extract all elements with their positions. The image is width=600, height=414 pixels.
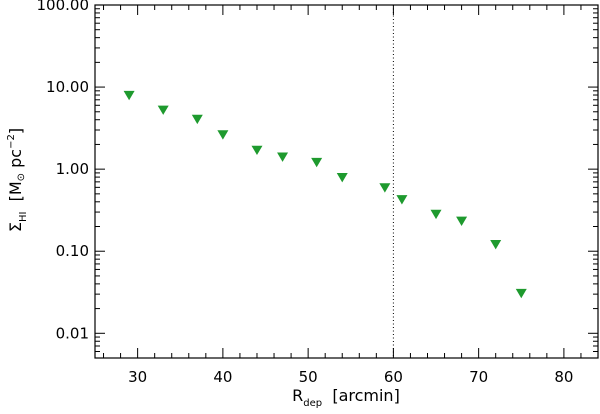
x-tick-label: 30 bbox=[128, 368, 147, 386]
y-tick-label: 100.00 bbox=[37, 0, 90, 14]
data-point bbox=[311, 157, 323, 168]
data-point bbox=[430, 209, 442, 220]
data-point bbox=[277, 152, 289, 162]
data-point bbox=[490, 240, 502, 250]
x-tick-label: 70 bbox=[469, 368, 488, 386]
data-point bbox=[191, 114, 203, 125]
data-point bbox=[157, 105, 169, 115]
plot-frame bbox=[94, 4, 599, 359]
x-tick-label: 50 bbox=[299, 368, 318, 386]
y-tick-label: 0.10 bbox=[56, 242, 89, 260]
data-point bbox=[336, 172, 348, 183]
data-point bbox=[123, 90, 135, 101]
y-tick-label: 10.00 bbox=[46, 78, 89, 96]
data-point bbox=[515, 288, 527, 299]
data-point bbox=[217, 130, 229, 140]
data-point bbox=[379, 183, 391, 193]
x-tick-label: 80 bbox=[554, 368, 573, 386]
y-tick-label: 1.00 bbox=[56, 160, 89, 178]
data-point bbox=[456, 216, 468, 226]
data-point bbox=[251, 145, 263, 156]
y-axis-label: ΣHI [M⊙ pc−2] bbox=[6, 128, 29, 232]
data-point bbox=[396, 195, 408, 205]
x-axis-label: Rdep [arcmin] bbox=[292, 386, 400, 409]
y-tick-label: 0.01 bbox=[56, 324, 89, 342]
x-tick-label: 60 bbox=[384, 368, 403, 386]
x-tick-label: 40 bbox=[213, 368, 232, 386]
